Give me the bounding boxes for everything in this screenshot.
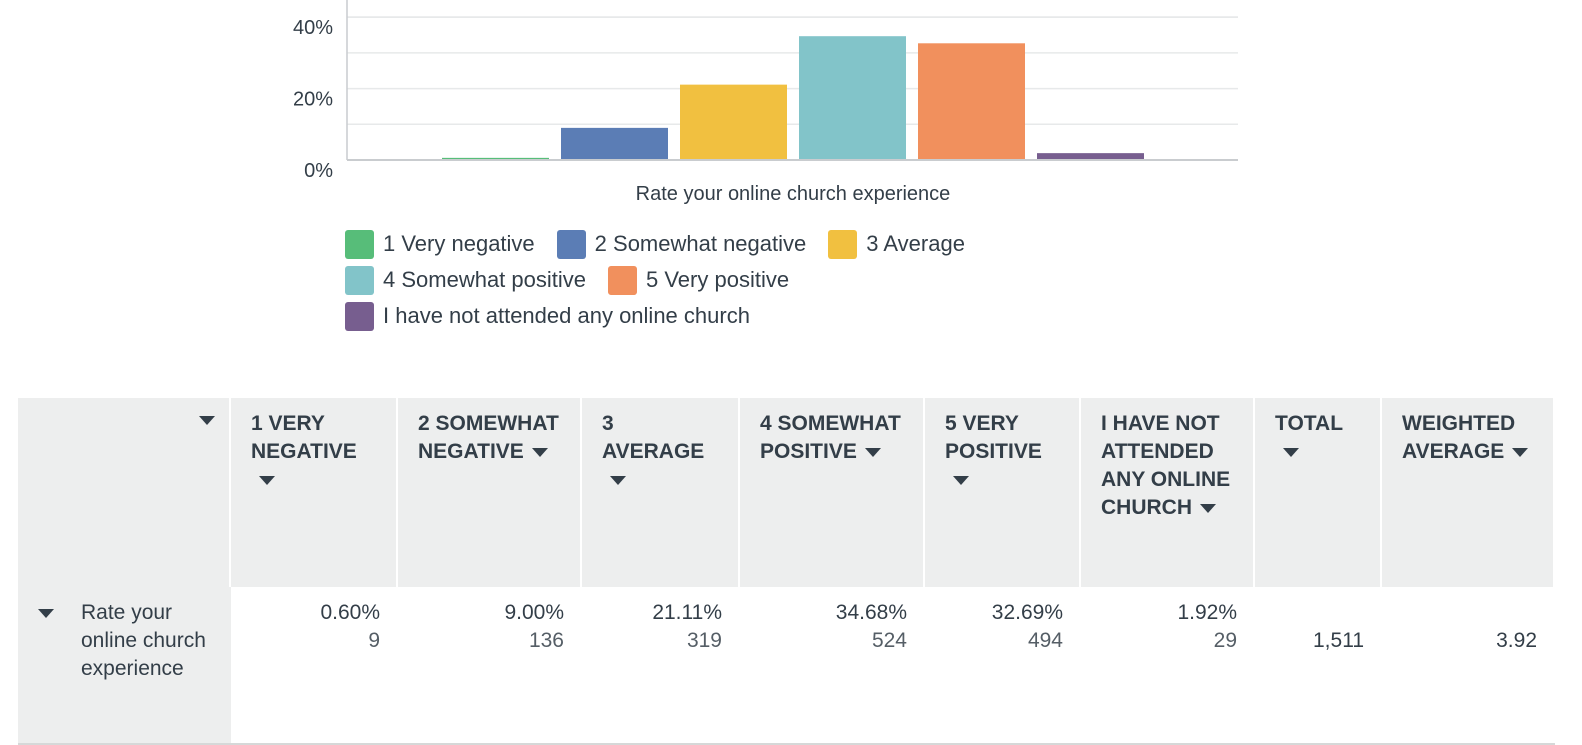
cell-percent: 1.92%	[1177, 601, 1237, 624]
cell-count: 494	[1027, 629, 1063, 652]
cell-percent: 34.68%	[835, 601, 907, 624]
sort-caret-icon[interactable]	[864, 447, 881, 457]
bar-chart: 0% 20% 40% Rate your online church experie…	[293, 0, 1238, 205]
legend-label: 4 Somewhat positive	[383, 267, 586, 292]
legend-row: 4 Somewhat positive 5 Very positive	[345, 262, 1065, 298]
legend-label: 2 Somewhat negative	[594, 231, 807, 256]
legend-swatch	[345, 301, 374, 331]
legend-item: 3 Average	[828, 229, 965, 259]
sort-caret-icon[interactable]	[259, 475, 275, 485]
cell-percent: 32.69%	[991, 601, 1063, 624]
cell-count: 319	[686, 629, 722, 652]
legend-item: 2 Somewhat negative	[556, 229, 807, 259]
legend-item: 4 Somewhat positive	[345, 265, 586, 295]
cell: 0.60% 9	[231, 587, 398, 745]
cell: 9.00% 136	[398, 587, 582, 745]
bar-2[interactable]	[561, 127, 668, 160]
y-tick-label: 40%	[293, 17, 333, 39]
y-tick-label: 20%	[293, 89, 333, 111]
header-col[interactable]: WEIGHTED AVERAGE	[1382, 398, 1555, 587]
cell: 34.68% 524	[740, 587, 925, 745]
table-header-row: 1 VERY NEGATIVE 2 SOMEWHAT NEGATIVE 3 AV…	[18, 398, 1555, 587]
table-row: Rate your online church experience 0.60%…	[18, 587, 1555, 745]
bar-4[interactable]	[799, 36, 906, 161]
sort-caret-icon[interactable]	[531, 447, 548, 457]
header-label-col[interactable]	[18, 398, 231, 587]
sort-caret-icon[interactable]	[610, 475, 626, 485]
header-col[interactable]: TOTAL	[1255, 398, 1382, 587]
cell: 21.11% 319	[582, 587, 740, 745]
cell-total: 1,511	[1255, 587, 1382, 745]
legend-swatch	[556, 229, 586, 259]
bars	[442, 36, 1144, 161]
legend-label: 5 Very positive	[646, 267, 790, 292]
header-col[interactable]: 4 SOMEWHAT POSITIVE	[740, 398, 925, 587]
legend-label: 3 Average	[866, 231, 965, 256]
sort-caret-icon[interactable]	[1200, 503, 1216, 513]
legend-swatch	[345, 265, 374, 295]
cell-weighted-average: 3.92	[1382, 587, 1555, 745]
legend-row: I have not attended any online church	[345, 298, 1065, 334]
legend-swatch	[828, 229, 858, 259]
sort-caret-icon[interactable]	[953, 475, 969, 485]
header-col[interactable]: I HAVE NOT ATTENDED ANY ONLINE CHURCH	[1081, 398, 1255, 587]
cell-percent: 21.11%	[652, 601, 722, 624]
legend-swatch	[345, 229, 374, 259]
chart-legend: 1 Very negative 2 Somewhat negative 3 Av…	[345, 226, 1065, 334]
row-label[interactable]: Rate your online church experience	[18, 587, 231, 745]
cell-count: 524	[871, 629, 907, 652]
x-axis-title: Rate your online church experience	[636, 183, 951, 205]
header-col[interactable]: 1 VERY NEGATIVE	[231, 398, 398, 587]
sort-caret-icon[interactable]	[199, 416, 215, 425]
legend-label: I have not attended any online church	[383, 303, 750, 328]
bar-5[interactable]	[918, 43, 1025, 160]
bar-6[interactable]	[1037, 153, 1144, 160]
header-col[interactable]: 2 SOMEWHAT NEGATIVE	[398, 398, 582, 587]
header-col[interactable]: 5 VERY POSITIVE	[925, 398, 1081, 587]
cell-percent: 9.00%	[504, 601, 564, 624]
gridlines	[347, 16, 1238, 126]
cell-count: 9	[368, 629, 380, 652]
legend-item: 1 Very negative	[345, 229, 535, 259]
y-tick-label: 0%	[304, 160, 333, 182]
header-col[interactable]: 3 AVERAGE	[582, 398, 740, 587]
legend-item: I have not attended any online church	[345, 301, 750, 331]
legend-item: 5 Very positive	[608, 265, 790, 295]
legend-swatch	[608, 265, 637, 295]
cell: 1.92% 29	[1081, 587, 1255, 745]
y-axis-ticks: 0% 20% 40%	[293, 17, 333, 182]
results-table: 1 VERY NEGATIVE 2 SOMEWHAT NEGATIVE 3 AV…	[18, 398, 1555, 745]
bar-3[interactable]	[680, 84, 787, 160]
cell-count: 136	[528, 629, 564, 652]
expand-caret-icon[interactable]	[38, 609, 54, 618]
cell-percent: 0.60%	[320, 601, 380, 624]
cell-count: 29	[1213, 629, 1237, 652]
legend-row: 1 Very negative 2 Somewhat negative 3 Av…	[345, 226, 1065, 262]
sort-caret-icon[interactable]	[1283, 447, 1299, 457]
legend-label: 1 Very negative	[383, 231, 535, 256]
bar-1[interactable]	[442, 157, 549, 160]
sort-caret-icon[interactable]	[1512, 447, 1529, 457]
cell: 32.69% 494	[925, 587, 1081, 745]
